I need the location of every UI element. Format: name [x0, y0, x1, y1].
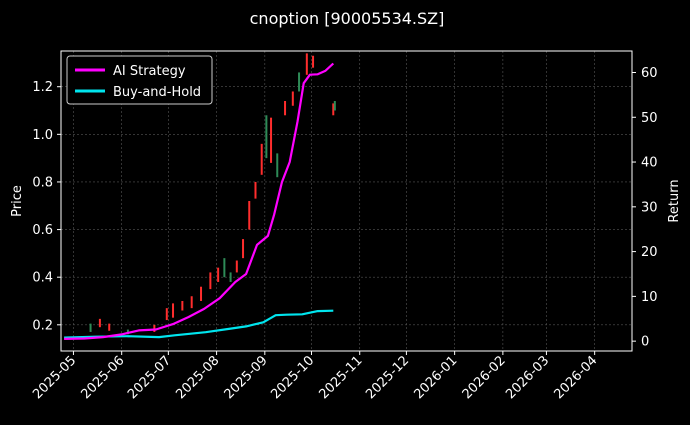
y-axis-left: 0.2 0.4 0.6 0.8 1.0 1.2	[32, 80, 61, 333]
series-line-buy-and-hold	[64, 309, 334, 339]
price-bar	[254, 181, 257, 199]
price-bar	[265, 115, 268, 159]
y-axis-label: Price	[10, 185, 25, 217]
plot-frame	[60, 50, 633, 352]
x-tick-label: 2025-11	[317, 353, 366, 402]
x-tick-label: 2025-10	[268, 353, 317, 402]
price-bar	[200, 286, 203, 301]
chart-title: cnoption [90005534.SZ]	[250, 9, 445, 28]
price-bar	[298, 72, 301, 92]
series-line-ai-strategy	[64, 62, 335, 340]
price-bar	[98, 318, 101, 328]
price-bar	[223, 258, 226, 278]
x-tick-label: 2026-03	[503, 353, 552, 402]
x-tick-label: 2025-08	[173, 353, 222, 402]
price-bar	[217, 267, 220, 282]
price-bar	[284, 101, 287, 116]
legend-label-buy-and-hold: Buy-and-Hold	[113, 85, 201, 100]
price-bar	[260, 143, 263, 175]
price-bar	[291, 91, 294, 106]
y-tick-label: 1.0	[32, 128, 53, 143]
x-tick-label: 2025-07	[125, 353, 174, 402]
price-bar	[248, 201, 251, 230]
price-bar	[229, 272, 232, 282]
price-bar	[332, 103, 335, 116]
price-bar	[190, 296, 193, 309]
y2-tick-label: 60	[641, 66, 658, 81]
y2-axis-label: Return	[667, 179, 682, 222]
grid-lines	[61, 51, 632, 351]
y2-tick-label: 50	[641, 111, 658, 126]
legend-label-ai-strategy: AI Strategy	[113, 64, 186, 79]
x-tick-label: 2025-06	[78, 353, 127, 402]
price-bar	[209, 272, 212, 290]
x-tick-label: 2026-01	[411, 353, 460, 402]
x-tick-label: 2025-05	[30, 353, 79, 402]
price-bars	[89, 53, 336, 335]
x-tick-label: 2025-12	[363, 353, 412, 402]
y2-tick-label: 40	[641, 156, 658, 171]
price-bar	[312, 55, 315, 68]
y2-tick-label: 0	[641, 335, 649, 350]
price-bar	[181, 301, 184, 311]
y-tick-label: 0.6	[32, 223, 53, 238]
price-bar	[165, 308, 168, 321]
price-bar	[235, 260, 238, 273]
y-tick-label: 0.4	[32, 271, 53, 286]
price-bar	[108, 323, 111, 331]
price-bar	[172, 303, 175, 318]
y2-tick-label: 30	[641, 200, 658, 215]
price-bar	[333, 101, 336, 111]
price-bar	[276, 153, 279, 178]
x-tick-label: 2025-09	[222, 353, 271, 402]
price-bar	[242, 239, 245, 259]
price-bar	[89, 323, 92, 332]
y-tick-label: 0.2	[32, 318, 53, 333]
y-axis-right: 0 10 20 30 40 50 60	[632, 66, 658, 350]
price-bar	[153, 324, 156, 332]
series-lines	[64, 62, 335, 340]
y-tick-label: 0.8	[32, 175, 53, 190]
price-bar	[270, 117, 273, 163]
legend: AI Strategy Buy-and-Hold	[66, 55, 213, 105]
x-tick-label: 2026-04	[551, 353, 600, 402]
x-tick-label: 2026-02	[460, 353, 509, 402]
y-tick-label: 1.2	[32, 80, 53, 95]
price-bar	[305, 53, 308, 75]
y2-tick-label: 20	[641, 245, 658, 260]
y2-tick-label: 10	[641, 290, 658, 305]
